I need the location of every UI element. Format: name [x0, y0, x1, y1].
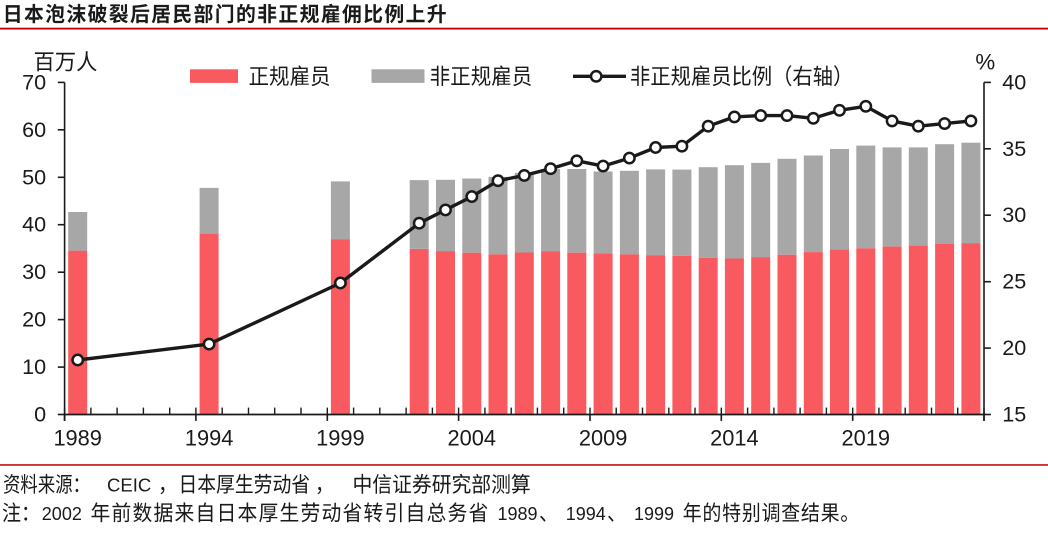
svg-text:30: 30 — [1002, 202, 1026, 227]
svg-text:20: 20 — [1002, 335, 1026, 360]
svg-text:40: 40 — [1002, 69, 1026, 94]
svg-text:40: 40 — [22, 212, 46, 237]
svg-text:25: 25 — [1002, 269, 1026, 294]
svg-text:60: 60 — [22, 117, 46, 142]
svg-text:1989: 1989 — [53, 426, 102, 451]
svg-text:50: 50 — [22, 164, 46, 189]
svg-text:15: 15 — [1002, 402, 1026, 427]
svg-text:2014: 2014 — [710, 426, 759, 451]
svg-text:1994: 1994 — [185, 426, 234, 451]
svg-text:30: 30 — [22, 259, 46, 284]
svg-text:1999: 1999 — [634, 504, 674, 524]
svg-text:2019: 2019 — [842, 426, 891, 451]
svg-text:0: 0 — [34, 402, 46, 427]
svg-text:2009: 2009 — [579, 426, 628, 451]
svg-text:10: 10 — [22, 354, 46, 379]
svg-text:70: 70 — [22, 69, 46, 94]
svg-text:2004: 2004 — [448, 426, 497, 451]
svg-text:CEIC: CEIC — [107, 475, 151, 496]
svg-text:1994: 1994 — [566, 504, 606, 524]
svg-text:20: 20 — [22, 307, 46, 332]
svg-text:2002: 2002 — [42, 504, 82, 524]
svg-text:35: 35 — [1002, 136, 1026, 161]
svg-text:%: % — [975, 50, 995, 75]
svg-text:1999: 1999 — [316, 426, 365, 451]
svg-text:1989: 1989 — [498, 504, 538, 524]
